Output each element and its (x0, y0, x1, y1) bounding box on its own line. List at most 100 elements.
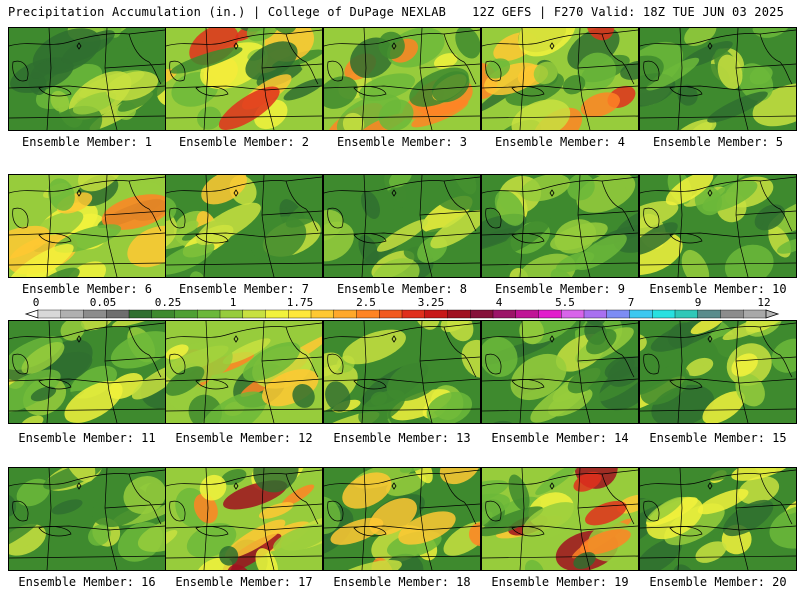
colorbar-segment (197, 309, 221, 319)
colorbar-tick-label: 12 (757, 296, 771, 309)
colorbar-segment (561, 309, 585, 319)
precip-field (9, 28, 165, 130)
ensemble-member-label: Ensemble Member: 11 (18, 431, 156, 445)
ensemble-member-map (165, 467, 323, 571)
colorbar-tick-label: 5.5 (555, 296, 575, 309)
colorbar-segment (720, 309, 744, 319)
colorbar-tick-label: 0 (32, 296, 40, 309)
ensemble-member-map (639, 27, 797, 131)
precip-field (482, 321, 638, 423)
ensemble-member-map (8, 174, 166, 278)
precip-field (9, 321, 165, 423)
colorbar-segment (606, 309, 630, 319)
colorbar-tick-label: 2.5 (356, 296, 376, 309)
ensemble-member-map (8, 27, 166, 131)
ensemble-member-label: Ensemble Member: 17 (175, 575, 313, 589)
precip-field (640, 175, 796, 277)
colorbar-segment (333, 309, 357, 319)
ensemble-member-label: Ensemble Member: 16 (18, 575, 156, 589)
precip-field (640, 321, 796, 423)
precip-field (9, 468, 165, 570)
colorbar-segment (265, 309, 289, 319)
ensemble-member-map (165, 27, 323, 131)
ensemble-member-label: Ensemble Member: 18 (333, 575, 471, 589)
colorbar-tick-label: 0.25 (154, 296, 182, 309)
ensemble-member-label: Ensemble Member: 9 (494, 282, 626, 296)
colorbar-segment (242, 309, 266, 319)
ensemble-member-map (323, 27, 481, 131)
colorbar-segment (674, 309, 699, 319)
precip-field (640, 468, 796, 570)
run-valid-time: 12Z GEFS | F270 Valid: 18Z TUE JUN 03 20… (472, 5, 784, 19)
colorbar: 0 0.05 0.25 1 1.75 2.5 3.25 4 5.5 7 9 12 (0, 296, 800, 320)
colorbar-max-arrow (765, 309, 780, 319)
precip-field (482, 28, 638, 130)
colorbar-tick-label: 1 (229, 296, 237, 309)
precip-field (324, 28, 480, 130)
ensemble-member-label: Ensemble Member: 5 (652, 135, 784, 149)
colorbar-segment (106, 309, 130, 319)
ensemble-member-map (323, 320, 481, 424)
colorbar-tick-label: 4 (495, 296, 503, 309)
ensemble-member-map (639, 467, 797, 571)
ensemble-member-label: Ensemble Member: 10 (649, 282, 787, 296)
colorbar-segment (629, 309, 653, 319)
ensemble-member-label: Ensemble Member: 3 (336, 135, 468, 149)
colorbar-segment (83, 309, 107, 319)
ensemble-member-label: Ensemble Member: 1 (21, 135, 153, 149)
colorbar-segment (379, 309, 403, 319)
precip-field (640, 28, 796, 130)
colorbar-tick-label: 7 (627, 296, 635, 309)
colorbar-segment (652, 309, 676, 319)
colorbar-tick-label: 9 (694, 296, 702, 309)
precip-field (166, 28, 322, 130)
precip-field (9, 175, 165, 277)
colorbar-segment (128, 309, 153, 319)
ensemble-member-map (481, 27, 639, 131)
precip-field (324, 175, 480, 277)
colorbar-segment (515, 309, 539, 319)
colorbar-segment (356, 309, 380, 319)
ensemble-member-map (639, 174, 797, 278)
colorbar-segment (310, 309, 335, 319)
ensemble-member-label: Ensemble Member: 20 (649, 575, 787, 589)
precip-field (166, 468, 322, 570)
ensemble-member-label: Ensemble Member: 15 (649, 431, 787, 445)
colorbar-segment (219, 309, 244, 319)
ensemble-member-map (8, 320, 166, 424)
ensemble-member-label: Ensemble Member: 19 (491, 575, 629, 589)
ensemble-member-label: Ensemble Member: 8 (336, 282, 468, 296)
colorbar-segment (447, 309, 471, 319)
precip-field (324, 468, 480, 570)
ensemble-member-label: Ensemble Member: 2 (178, 135, 310, 149)
colorbar-segment (37, 309, 62, 319)
colorbar-segment (288, 309, 312, 319)
ensemble-member-map (323, 467, 481, 571)
colorbar-segment (470, 309, 494, 319)
colorbar-tick-label: 3.25 (417, 296, 445, 309)
precip-field (482, 175, 638, 277)
ensemble-member-map (165, 320, 323, 424)
precip-field (324, 321, 480, 423)
ensemble-member-map (323, 174, 481, 278)
colorbar-tick-label: 1.75 (286, 296, 314, 309)
ensemble-member-label: Ensemble Member: 14 (491, 431, 629, 445)
colorbar-min-arrow (24, 309, 39, 319)
colorbar-segment (151, 309, 175, 319)
ensemble-member-map (481, 467, 639, 571)
colorbar-segment (60, 309, 84, 319)
ensemble-member-label: Ensemble Member: 12 (175, 431, 313, 445)
colorbar-segment (424, 309, 448, 319)
ensemble-member-map (481, 320, 639, 424)
colorbar-segment (583, 309, 608, 319)
colorbar-segment (174, 309, 198, 319)
colorbar-segment (401, 309, 426, 319)
ensemble-member-map (165, 174, 323, 278)
precip-field (166, 321, 322, 423)
ensemble-member-label: Ensemble Member: 7 (178, 282, 310, 296)
ensemble-member-label: Ensemble Member: 6 (21, 282, 153, 296)
ensemble-member-map (481, 174, 639, 278)
ensemble-member-map (639, 320, 797, 424)
colorbar-segment (697, 309, 721, 319)
colorbar-segment (538, 309, 562, 319)
